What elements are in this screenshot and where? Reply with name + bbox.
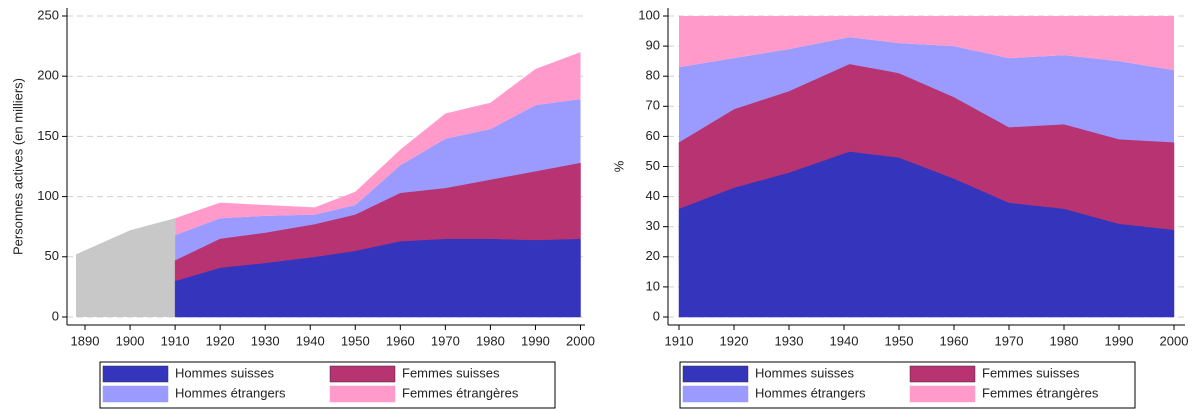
y-tick-label: 150 — [37, 128, 59, 143]
y-axis-label: Personnes actives (en milliers) — [10, 78, 25, 255]
y-tick-label: 20 — [646, 248, 660, 263]
legend-label: Hommes suisses — [175, 365, 274, 380]
x-tick-label: 1930 — [775, 333, 804, 348]
x-tick-label: 1920 — [206, 333, 235, 348]
legend-label: Femmes étrangères — [982, 385, 1099, 400]
y-tick-label: 40 — [646, 188, 660, 203]
legend-label: Hommes étrangers — [175, 385, 286, 400]
legend-swatch — [909, 365, 976, 383]
y-tick-label: 80 — [646, 68, 660, 83]
x-tick-label: 1950 — [885, 333, 914, 348]
x-tick-label: 1900 — [116, 333, 145, 348]
area — [679, 37, 1174, 143]
y-tick-label: 250 — [37, 7, 59, 22]
x-tick-label: 1990 — [1105, 333, 1134, 348]
y-tick-label: 70 — [646, 98, 660, 113]
x-tick-label: 2000 — [1160, 333, 1189, 348]
legend-box — [99, 361, 556, 409]
x-tick-label: 1930 — [251, 333, 280, 348]
y-tick-label: 30 — [646, 218, 660, 233]
x-tick-label: 1920 — [720, 333, 749, 348]
area — [175, 99, 581, 261]
y-tick-label: 50 — [45, 248, 59, 263]
x-tick-label: 1940 — [830, 333, 859, 348]
x-tick-label: 2000 — [566, 333, 595, 348]
x-tick-label: 1970 — [431, 333, 460, 348]
legend-swatch — [682, 365, 749, 383]
legend-swatch — [909, 385, 976, 403]
area — [679, 16, 1174, 71]
legend-box — [679, 361, 1136, 409]
x-tick-label: 1890 — [71, 333, 100, 348]
y-tick-label: 200 — [37, 68, 59, 83]
x-tick-label: 1950 — [341, 333, 370, 348]
y-tick-label: 100 — [638, 7, 660, 22]
y-tick-label: 10 — [646, 278, 660, 293]
area — [76, 218, 176, 317]
x-tick-label: 1980 — [476, 333, 505, 348]
legend-swatch — [682, 385, 749, 403]
x-tick-label: 1960 — [940, 333, 969, 348]
y-tick-label: 60 — [646, 128, 660, 143]
y-tick-label: 90 — [646, 38, 660, 53]
y-tick-label: 50 — [646, 158, 660, 173]
x-tick-label: 1960 — [386, 333, 415, 348]
area — [175, 52, 581, 236]
y-tick-label: 0 — [653, 308, 660, 323]
legend-swatch — [102, 365, 169, 383]
x-tick-label: 1980 — [1050, 333, 1079, 348]
x-tick-label: 1990 — [521, 333, 550, 348]
legend-swatch — [329, 385, 396, 403]
y-tick-label: 0 — [52, 308, 59, 323]
x-tick-label: 1970 — [995, 333, 1024, 348]
legend-label: Femmes suisses — [982, 365, 1080, 380]
y-axis-label: % — [611, 160, 626, 172]
x-tick-label: 1910 — [161, 333, 190, 348]
legend-label: Hommes suisses — [755, 365, 854, 380]
legend-label: Femmes suisses — [402, 365, 500, 380]
x-tick-label: 1940 — [296, 333, 325, 348]
y-tick-label: 100 — [37, 188, 59, 203]
legend-label: Hommes étrangers — [755, 385, 866, 400]
legend-label: Femmes étrangères — [402, 385, 519, 400]
legend-swatch — [102, 385, 169, 403]
legend-swatch — [329, 365, 396, 383]
x-tick-label: 1910 — [665, 333, 694, 348]
